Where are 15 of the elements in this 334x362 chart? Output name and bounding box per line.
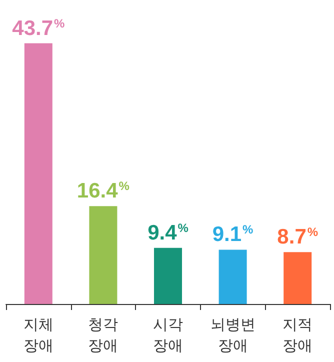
bar: [89, 206, 118, 304]
bar: [154, 248, 182, 304]
data-label: 8.7%: [277, 225, 318, 249]
x-tick-label: 시각 장애: [153, 316, 183, 354]
data-label: 16.4%: [76, 179, 130, 203]
bar: [284, 252, 312, 304]
x-tick-label: 청각 장애: [88, 316, 118, 354]
bar: [218, 250, 247, 304]
data-label: 43.7%: [12, 16, 65, 40]
x-tick-label: 지체 장애: [23, 316, 54, 354]
x-tick-label: 뇌병변 장애: [210, 316, 256, 354]
data-label: 9.4%: [148, 220, 189, 244]
data-label: 9.1%: [212, 222, 254, 246]
bar: [24, 43, 52, 304]
x-tick-label: 지적 장애: [282, 316, 313, 354]
